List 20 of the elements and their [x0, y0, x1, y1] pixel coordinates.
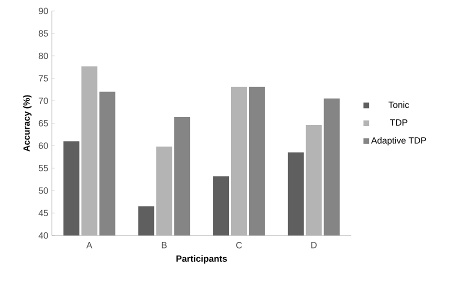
y-tick-label: 80 — [38, 52, 48, 59]
y-tick-label: 50 — [38, 187, 48, 194]
legend-label: Tonic — [388, 101, 410, 108]
legend-label: Adaptive TDP — [371, 136, 426, 146]
y-tick-label: 45 — [38, 210, 48, 216]
x-tick-label: B — [162, 242, 167, 248]
y-tick-label: 90 — [38, 8, 48, 14]
x-tick-label: A — [86, 242, 92, 248]
x-axis-title: Participants — [176, 255, 227, 264]
y-tick-label: 65 — [38, 120, 48, 126]
y-tick-label: 70 — [38, 97, 48, 104]
y-tick-label: 85 — [38, 30, 48, 36]
y-tick-label: 40 — [38, 232, 48, 238]
legend-label: TDP — [390, 119, 408, 126]
x-tick-label: C — [236, 242, 242, 248]
y-tick-label: 75 — [38, 75, 48, 82]
y-tick-label: 55 — [38, 164, 48, 172]
x-tick-label: D — [311, 242, 317, 248]
y-tick-label: 60 — [38, 142, 48, 149]
y-axis-title: Accuracy (%) — [23, 95, 32, 152]
